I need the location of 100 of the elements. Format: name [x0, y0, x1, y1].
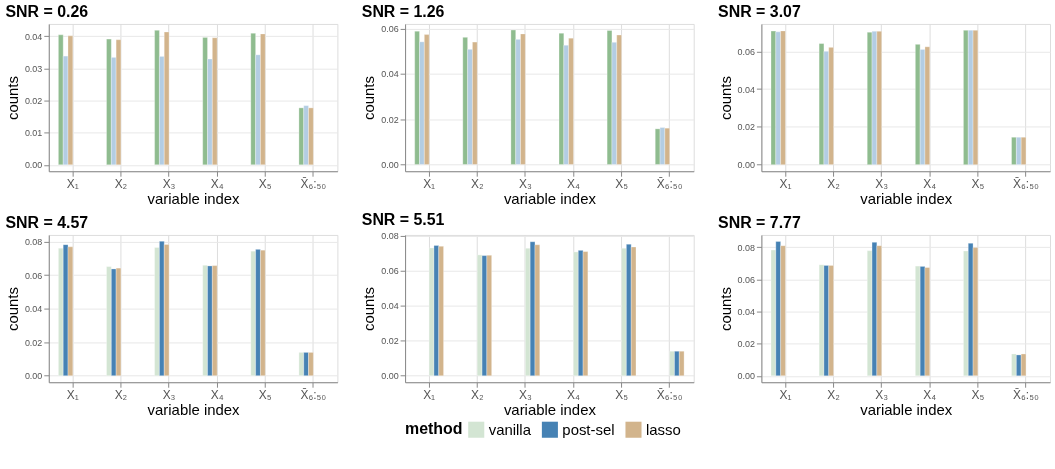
y-tick-label: 0.01	[24, 128, 43, 139]
legend-title: method	[405, 419, 463, 437]
x-tick-label: X₁	[66, 387, 79, 402]
x-axis-title: variable index	[503, 189, 597, 207]
y-tick-label: 0.06	[24, 270, 43, 281]
x-axis-title: variable index	[503, 400, 597, 418]
x-tick-label: X₃	[518, 387, 532, 402]
x-tick-label: X̄₆:₅₀	[1013, 387, 1039, 402]
y-tick-label: 0.00	[24, 160, 43, 171]
x-tick-label: X̄₆:₅₀	[300, 176, 327, 191]
x-tick-label: X₅	[615, 176, 629, 191]
y-tick-label: 0.00	[24, 371, 43, 382]
chart-title: SNR = 0.26	[5, 2, 89, 20]
bar	[972, 247, 979, 377]
y-tick-label: 0.04	[737, 84, 755, 95]
bar	[115, 267, 122, 376]
bar	[871, 31, 878, 165]
y-tick-label: 0.04	[24, 31, 43, 42]
x-tick-label: X₄	[567, 176, 580, 191]
x-tick-label: X̄₆:₅₀	[1013, 176, 1039, 191]
y-axis-title: counts	[3, 287, 21, 332]
y-tick-label: 0.03	[24, 63, 43, 74]
x-tick-label: X₅	[971, 176, 985, 191]
x-tick-label: X₁	[423, 176, 436, 191]
legend-label: lasso	[645, 420, 681, 438]
x-tick-label: X₃	[518, 176, 532, 191]
y-tick-label: 0.08	[737, 242, 755, 253]
bar	[67, 246, 74, 376]
bar	[106, 38, 112, 166]
x-tick-label: X₂	[827, 176, 841, 191]
x-tick-label: X₃	[162, 176, 176, 191]
y-axis-title: counts	[716, 76, 734, 121]
x-axis-title: variable index	[860, 189, 953, 207]
bar	[1020, 136, 1027, 165]
bar	[770, 30, 777, 165]
bar	[582, 251, 589, 377]
x-tick-label: X₂	[470, 176, 484, 191]
bar	[163, 31, 170, 166]
y-tick-label: 0.00	[737, 160, 755, 171]
y-tick-label: 0.00	[381, 159, 399, 170]
x-tick-label: X₄	[210, 387, 224, 402]
y-tick-label: 0.02	[737, 339, 755, 350]
bar	[202, 265, 208, 376]
x-tick-label: X₃	[162, 387, 176, 402]
bar	[510, 29, 516, 165]
bar	[534, 244, 541, 377]
bar	[630, 246, 637, 377]
legend-label: post-sel	[562, 420, 615, 438]
bar	[659, 127, 666, 165]
bar	[202, 37, 208, 166]
x-tick-label: X₃	[875, 387, 889, 402]
y-axis-title: counts	[3, 76, 21, 121]
bar	[818, 264, 825, 377]
bar	[481, 255, 488, 377]
x-tick-label: X₅	[971, 387, 985, 402]
y-tick-label: 0.08	[381, 231, 399, 242]
x-tick-label: X̄₆:₅₀	[300, 387, 327, 402]
bar	[298, 352, 304, 376]
x-tick-label: X₁	[779, 176, 792, 191]
x-tick-label: X̄₆:₅₀	[656, 176, 683, 191]
y-tick-label: 0.00	[737, 371, 755, 382]
x-tick-label: X̄₆:₅₀	[656, 387, 683, 402]
y-tick-label: 0.02	[24, 337, 43, 348]
x-tick-label: X₄	[923, 387, 937, 402]
x-tick-label: X₄	[923, 176, 937, 191]
bar	[67, 35, 74, 166]
x-tick-label: X₂	[114, 176, 128, 191]
x-tick-label: X₃	[875, 176, 889, 191]
bar	[558, 32, 565, 165]
x-axis-title: variable index	[147, 189, 241, 207]
y-tick-label: 0.02	[381, 114, 399, 125]
bar	[414, 30, 420, 165]
x-tick-label: X₅	[258, 387, 272, 402]
y-tick-label: 0.06	[737, 46, 755, 57]
x-axis-title: variable index	[860, 400, 953, 418]
x-tick-label: X₂	[470, 387, 484, 402]
bar	[606, 30, 613, 165]
y-tick-label: 0.08	[24, 237, 43, 248]
bar	[818, 43, 825, 165]
bar	[163, 244, 170, 376]
bar	[1011, 353, 1017, 377]
bar	[154, 30, 160, 166]
legend-label: vanilla	[488, 420, 532, 438]
x-tick-label: X₄	[567, 387, 580, 402]
x-tick-label: X₄	[210, 176, 224, 191]
bar	[1020, 353, 1027, 377]
chart-title: SNR = 7.77	[718, 213, 801, 231]
bar	[115, 39, 122, 166]
chart-title: SNR = 4.57	[5, 213, 89, 231]
y-tick-label: 0.04	[737, 307, 755, 318]
x-tick-label: X₂	[114, 387, 128, 402]
x-tick-label: X₅	[258, 176, 272, 191]
y-axis-title: counts	[360, 287, 378, 332]
bar	[58, 34, 64, 166]
x-tick-label: X₁	[423, 387, 436, 402]
bar	[106, 266, 112, 376]
y-tick-label: 0.00	[381, 371, 399, 382]
bar	[250, 33, 256, 166]
y-tick-label: 0.06	[737, 274, 755, 285]
y-tick-label: 0.02	[737, 122, 755, 133]
